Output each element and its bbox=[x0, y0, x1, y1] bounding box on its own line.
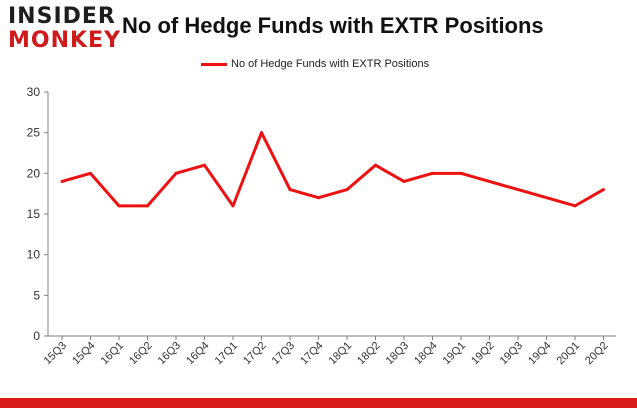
data-point bbox=[402, 179, 406, 183]
x-tick-label: 18Q4 bbox=[412, 340, 440, 368]
data-point bbox=[260, 131, 263, 135]
logo-text-line1: INSIDER bbox=[8, 4, 116, 29]
y-tick-label: 0 bbox=[33, 329, 40, 343]
data-point bbox=[602, 188, 605, 192]
x-tick-label: 17Q2 bbox=[241, 340, 269, 368]
insider-monkey-logo: INSIDER MONKEY bbox=[8, 4, 120, 54]
data-point bbox=[459, 171, 463, 175]
y-tick-label: 10 bbox=[27, 248, 41, 262]
x-tick-label: 16Q1 bbox=[99, 340, 127, 368]
x-tick-label: 16Q2 bbox=[127, 340, 155, 368]
chart-legend: No of Hedge Funds with EXTR Positions bbox=[201, 56, 429, 72]
data-point bbox=[231, 204, 235, 208]
x-tick-label: 19Q4 bbox=[526, 340, 554, 368]
x-tick-label: 17Q1 bbox=[213, 340, 241, 368]
legend-label: No of Hedge Funds with EXTR Positions bbox=[231, 58, 430, 70]
data-point bbox=[573, 204, 577, 208]
chart-title: No of Hedge Funds with EXTR Positions bbox=[122, 13, 544, 38]
data-point bbox=[288, 188, 292, 192]
data-point bbox=[203, 163, 206, 167]
x-tick-label: 18Q2 bbox=[355, 340, 383, 368]
y-tick-label: 20 bbox=[27, 166, 41, 180]
x-tick-label: 15Q4 bbox=[70, 340, 98, 368]
x-tick-label: 20Q2 bbox=[583, 340, 611, 368]
x-tick-label: 17Q3 bbox=[270, 340, 298, 368]
y-tick-label: 30 bbox=[27, 85, 41, 99]
x-tick-label: 16Q3 bbox=[156, 340, 184, 368]
x-tick-label: 15Q3 bbox=[42, 340, 70, 368]
x-tick-label: 17Q4 bbox=[298, 340, 326, 368]
legend-swatch bbox=[201, 62, 227, 66]
x-tick-label: 19Q3 bbox=[498, 340, 526, 368]
x-tick-label: 18Q3 bbox=[384, 340, 412, 368]
data-point bbox=[317, 196, 320, 200]
data-point bbox=[117, 204, 121, 208]
logo-text-line2: MONKEY bbox=[8, 28, 122, 53]
x-tick-label: 20Q1 bbox=[555, 340, 583, 368]
data-point bbox=[89, 171, 92, 175]
data-point bbox=[174, 171, 178, 175]
data-point bbox=[374, 163, 377, 167]
data-point bbox=[146, 204, 149, 208]
x-tick-label: 19Q2 bbox=[469, 340, 497, 368]
data-point bbox=[431, 171, 434, 175]
series-line bbox=[61, 131, 605, 208]
x-tick-label: 16Q4 bbox=[184, 340, 212, 368]
x-tick-label: 18Q1 bbox=[327, 340, 355, 368]
y-tick-label: 5 bbox=[33, 288, 40, 302]
y-tick-label: 25 bbox=[27, 126, 41, 140]
y-tick-label: 15 bbox=[27, 207, 41, 221]
x-tick-label: 19Q1 bbox=[441, 340, 469, 368]
data-point bbox=[345, 188, 349, 192]
bottom-brand-bar bbox=[0, 398, 637, 408]
data-point bbox=[60, 179, 64, 183]
